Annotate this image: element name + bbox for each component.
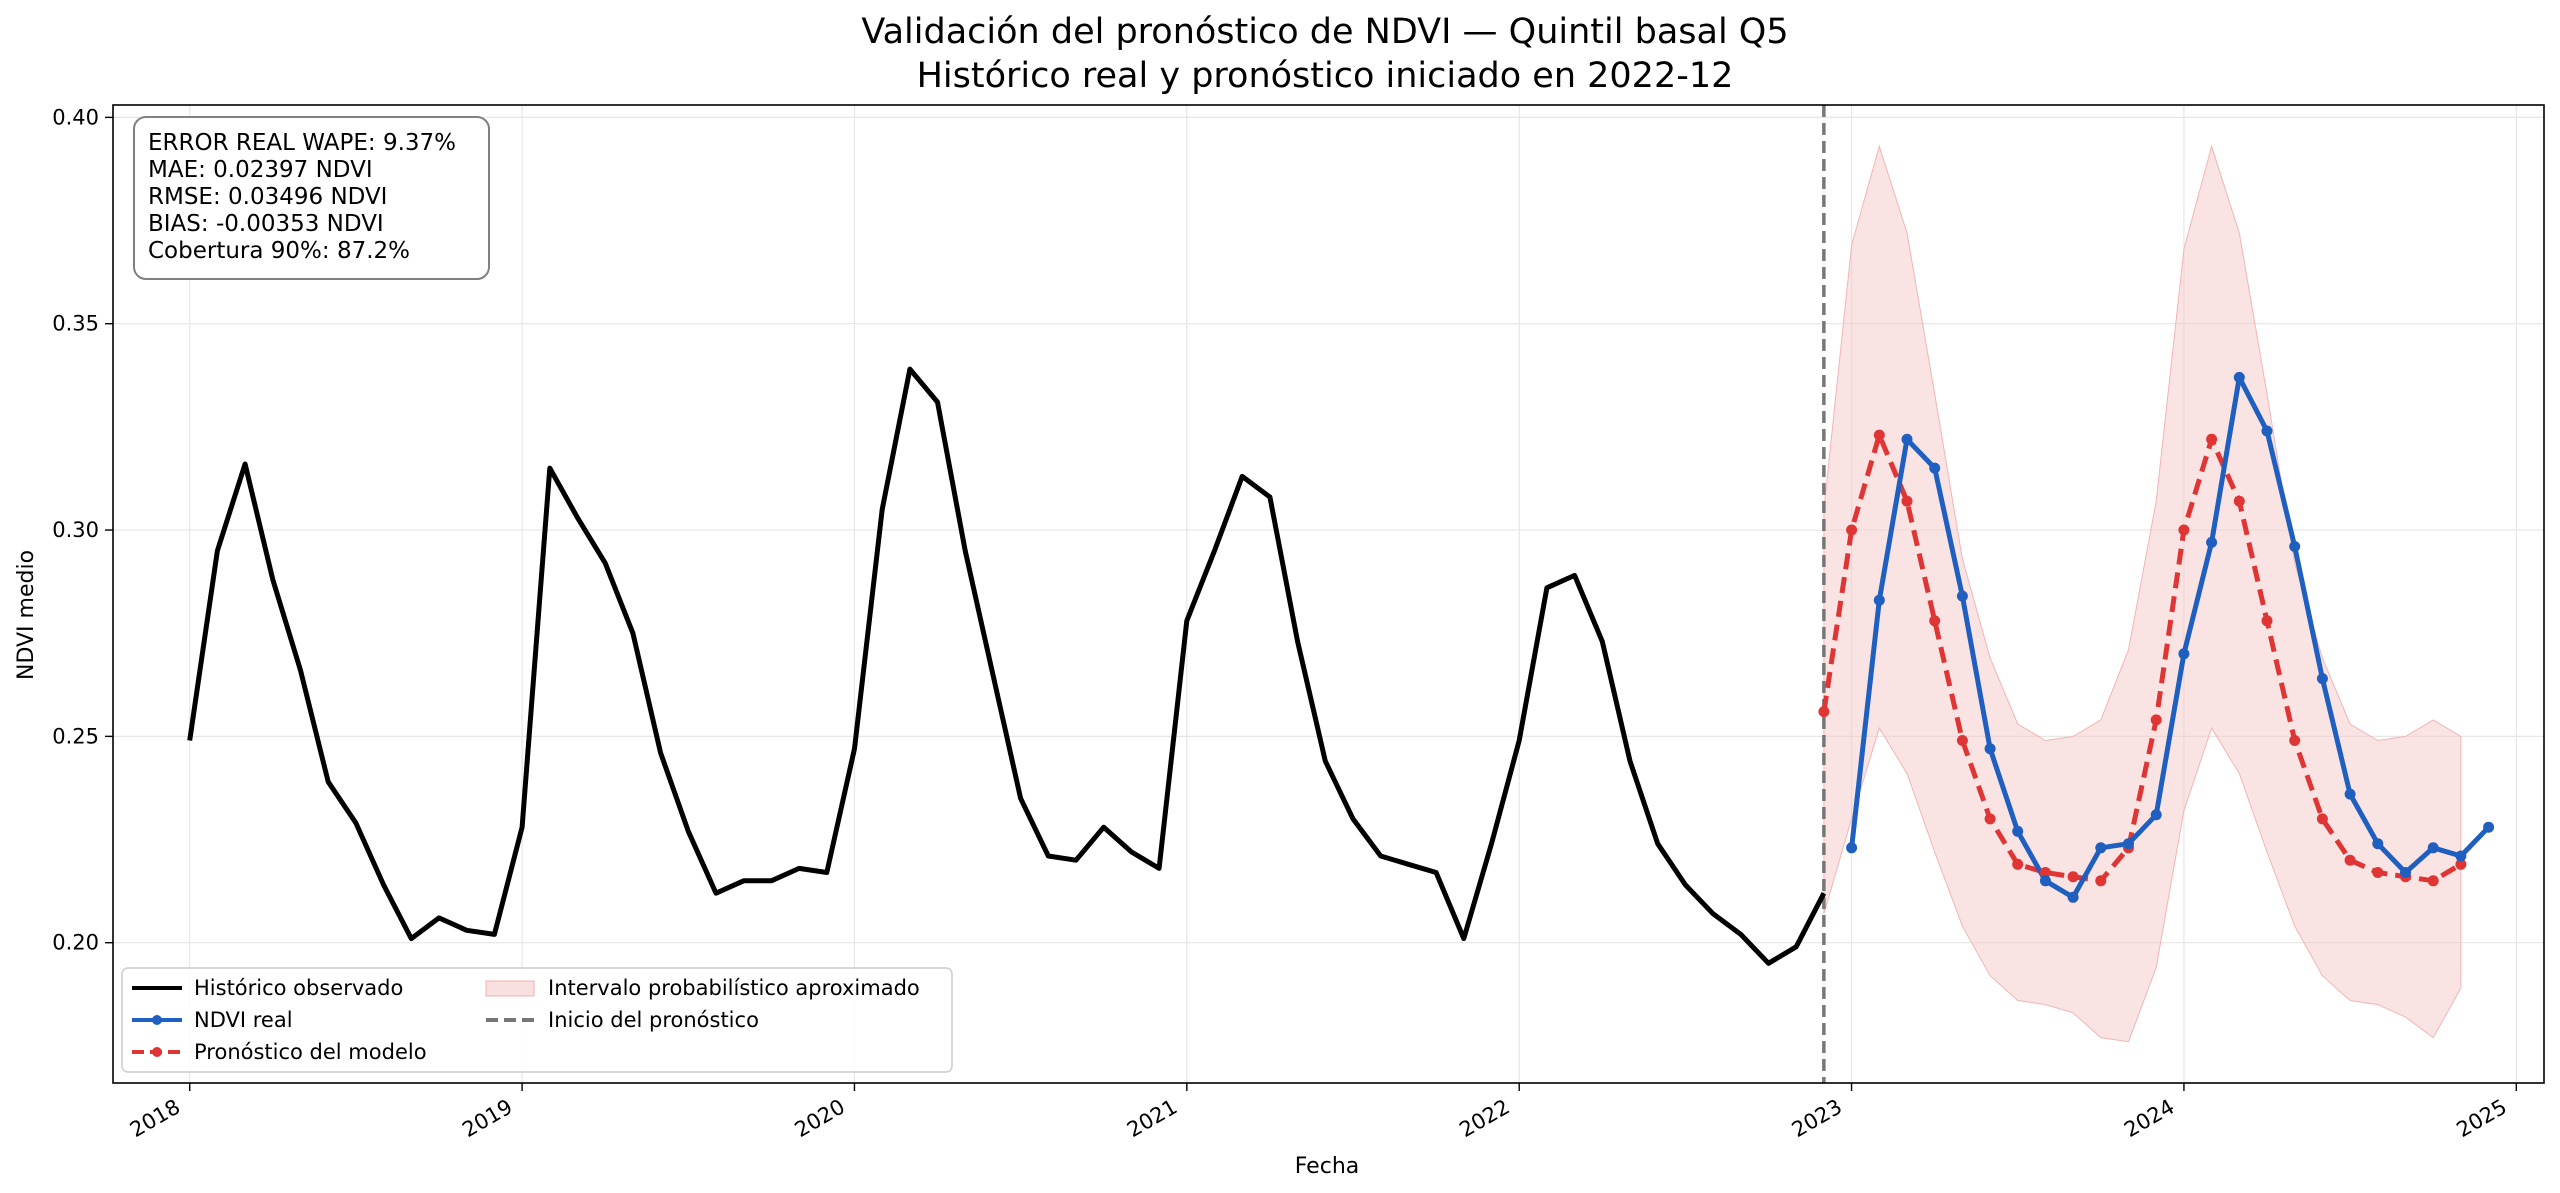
forecast-interval-band: [1823, 144, 2462, 1043]
point-pron-stico-del-modelo-5: [1956, 735, 1968, 746]
series-markers: [1818, 371, 2495, 903]
svg-text:Intervalo probabilístico aprox: Intervalo probabilístico aproximado: [548, 976, 920, 1000]
y-axis-label: NDVI medio: [14, 550, 39, 680]
point-pron-stico-del-modelo-22: [2427, 875, 2439, 887]
x-tick-label-2024: 2024: [2120, 1095, 2178, 1143]
svg-text:Pronóstico del modelo: Pronóstico del modelo: [194, 1040, 427, 1064]
point-ndvi-real-22: [2455, 850, 2467, 862]
point-ndvi-real-21: [2427, 842, 2439, 854]
point-pron-stico-del-modelo-9: [2067, 871, 2079, 883]
point-pron-stico-del-modelo-13: [2178, 524, 2190, 536]
stats-line-bias: BIAS: -0.00353 NDVI: [148, 211, 384, 237]
point-pron-stico-del-modelo-17: [2289, 735, 2301, 746]
point-pron-stico-del-modelo-2: [1873, 429, 1885, 441]
point-ndvi-real-10: [2123, 838, 2134, 850]
point-pron-stico-del-modelo-0: [1818, 706, 1830, 718]
legend-item-inicio: Inicio del pronóstico: [486, 1008, 759, 1032]
point-ndvi-real-14: [2233, 371, 2245, 383]
legend-item-historico: Histórico observado: [132, 976, 403, 1000]
point-ndvi-real-19: [2372, 838, 2384, 850]
y-tick-label-0.25: 0.25: [52, 724, 99, 748]
point-ndvi-real-3: [1929, 462, 1941, 474]
point-pron-stico-del-modelo-3: [1901, 495, 1913, 507]
x-tick-label-2025: 2025: [2453, 1095, 2511, 1143]
legend-item-pronostico: Pronóstico del modelo: [132, 1040, 427, 1064]
plot-frame: [112, 104, 2545, 1084]
point-ndvi-real-16: [2289, 541, 2301, 552]
x-tick-label-2021: 2021: [1123, 1095, 1181, 1143]
series-line-ndvi-real: [1849, 374, 2491, 900]
svg-text:Inicio del pronóstico: Inicio del pronóstico: [548, 1008, 759, 1032]
y-axis-ticks: 0.20 0.25 0.30 0.35 0.40: [52, 105, 113, 955]
x-axis-ticks: 2018 2019 2020 2021 2022 2023 2024 2025: [126, 1083, 2518, 1143]
x-tick-label-2023: 2023: [1788, 1095, 1846, 1143]
point-pron-stico-del-modelo-7: [2012, 858, 2024, 870]
stats-line-coverage: Cobertura 90%: 87.2%: [148, 238, 410, 264]
stats-line-rmse: RMSE: 0.03496 NDVI: [148, 184, 387, 210]
point-ndvi-real-23: [2483, 821, 2495, 833]
point-pron-stico-del-modelo-15: [2233, 495, 2245, 507]
point-ndvi-real-12: [2178, 648, 2190, 660]
legend-item-ndvi-real: NDVI real: [132, 1008, 293, 1032]
stats-box-frame: [133, 116, 490, 280]
stats-line-wape: ERROR REAL WAPE: 9.37%: [148, 130, 456, 156]
point-ndvi-real-15: [2261, 425, 2273, 437]
point-pron-stico-del-modelo-1: [1846, 524, 1858, 536]
point-pron-stico-del-modelo-14: [2206, 433, 2218, 445]
point-ndvi-real-9: [2095, 842, 2107, 854]
x-tick-label-2022: 2022: [1455, 1095, 1513, 1143]
point-ndvi-real-20: [2400, 867, 2411, 878]
point-pron-stico-del-modelo-6: [1984, 813, 1996, 825]
svg-text:Histórico observado: Histórico observado: [194, 976, 403, 1000]
point-pron-stico-del-modelo-4: [1929, 615, 1941, 627]
svg-text:NDVI real: NDVI real: [194, 1008, 293, 1032]
point-ndvi-real-2: [1901, 433, 1913, 445]
point-ndvi-real-7: [2039, 875, 2051, 887]
point-ndvi-real-17: [2316, 673, 2328, 685]
point-ndvi-real-8: [2067, 891, 2079, 903]
x-axis-label: Fecha: [1295, 1154, 1360, 1179]
point-ndvi-real-0: [1846, 842, 1858, 854]
point-ndvi-real-13: [2206, 536, 2218, 548]
stats-line-mae: MAE: 0.02397 NDVI: [148, 157, 373, 183]
legend-frame: [121, 967, 953, 1073]
point-pron-stico-del-modelo-12: [2150, 714, 2162, 726]
point-pron-stico-del-modelo-23: [2455, 858, 2467, 870]
point-ndvi-real-18: [2344, 788, 2356, 800]
point-ndvi-real-11: [2150, 809, 2162, 821]
y-tick-label-0.40: 0.40: [52, 105, 99, 129]
chart-title: Validación del pronóstico de NDVI — Quin…: [861, 12, 1788, 52]
x-tick-label-2018: 2018: [126, 1095, 184, 1143]
y-tick-label-0.30: 0.30: [52, 518, 99, 542]
point-pron-stico-del-modelo-19: [2344, 854, 2356, 866]
point-ndvi-real-6: [2012, 825, 2024, 837]
x-tick-label-2020: 2020: [791, 1095, 849, 1143]
point-ndvi-real-1: [1873, 594, 1885, 606]
y-tick-label-0.20: 0.20: [52, 931, 99, 955]
error-stats-box: ERROR REAL WAPE: 9.37% MAE: 0.02397 NDVI…: [133, 116, 490, 280]
point-pron-stico-del-modelo-16: [2261, 615, 2273, 627]
chart-subtitle: Histórico real y pronóstico iniciado en …: [917, 56, 1734, 96]
point-ndvi-real-5: [1984, 743, 1996, 755]
point-pron-stico-del-modelo-10: [2095, 875, 2107, 887]
point-pron-stico-del-modelo-8: [2039, 867, 2051, 878]
point-ndvi-real-4: [1956, 590, 1968, 602]
series-line-hist-rico-observado: [187, 366, 1827, 966]
legend: Histórico observado NDVI real Pronóstico…: [121, 967, 953, 1073]
point-pron-stico-del-modelo-18: [2316, 813, 2328, 825]
y-tick-label-0.35: 0.35: [52, 312, 99, 336]
x-tick-label-2019: 2019: [458, 1095, 516, 1143]
point-pron-stico-del-modelo-20: [2372, 867, 2384, 878]
interval-band-area: [1823, 144, 2462, 1043]
legend-item-intervalo: Intervalo probabilístico aproximado: [485, 976, 920, 1000]
